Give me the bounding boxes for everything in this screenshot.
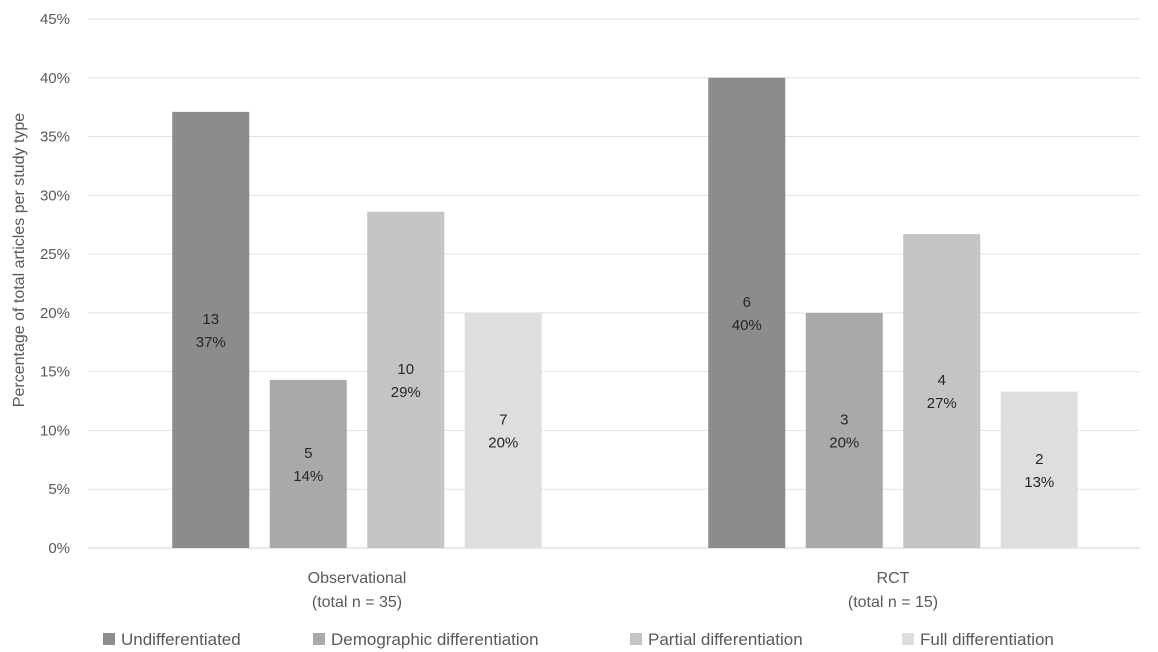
y-tick-label: 10% [40,422,70,439]
legend: Undifferentiated Demographic differentiat… [103,630,1054,649]
y-tick-label: 40% [40,70,70,87]
data-label-count: 2 [1035,451,1043,468]
y-tick-label: 5% [48,481,70,498]
data-label-count: 7 [499,411,507,428]
data-label-percent: 14% [293,468,323,485]
legend-swatch [103,633,115,645]
category-label: Observational [308,570,407,587]
y-axis-title: Percentage of total articles per study t… [11,113,28,407]
category-sublabel: (total n = 15) [848,594,938,611]
category-sublabel: (total n = 35) [312,594,402,611]
legend-label: Full differentiation [920,630,1054,649]
data-label-percent: 20% [488,434,518,451]
y-tick-label: 45% [40,11,70,28]
data-label-percent: 20% [829,434,859,451]
data-label-percent: 40% [732,317,762,334]
y-tick-label: 35% [40,129,70,146]
legend-swatch [630,633,642,645]
legend-label: Partial differentiation [648,630,803,649]
bar [1000,391,1078,548]
data-labels: 13 37% 6 40% 5 14% 3 20% 10 29% 4 27% 7 20% 2 13% [196,294,1055,491]
data-label-percent: 13% [1024,474,1054,491]
data-label-percent: 37% [196,334,226,351]
bar [269,379,347,548]
bar [903,234,981,549]
data-label-count: 5 [304,445,312,462]
x-axis-categories: Observational (total n = 35) RCT (total n =… [308,570,939,611]
data-label-percent: 29% [391,384,421,401]
y-tick-label: 25% [40,246,70,263]
y-tick-label: 30% [40,187,70,204]
legend-label: Demographic differentiation [331,630,539,649]
data-label-count: 13 [202,311,219,328]
y-axis-ticks: 0% 5% 10% 15% 20% 25% 30% 35% 40% 45% [40,11,70,557]
data-label-count: 4 [938,372,946,389]
data-label-percent: 27% [927,395,957,412]
y-tick-label: 20% [40,305,70,322]
bars [172,77,1078,549]
gridlines [88,18,1140,549]
data-label-count: 10 [397,361,414,378]
bar [708,77,786,549]
bar [367,211,445,548]
legend-label: Undifferentiated [121,630,241,649]
y-tick-label: 15% [40,364,70,381]
category-label: RCT [877,570,910,587]
data-label-count: 3 [840,411,848,428]
bar [805,312,883,548]
data-label-count: 6 [743,294,751,311]
bar [172,111,250,548]
y-tick-label: 0% [48,540,70,557]
legend-swatch [313,633,325,645]
bar [464,312,542,548]
legend-swatch [902,633,914,645]
